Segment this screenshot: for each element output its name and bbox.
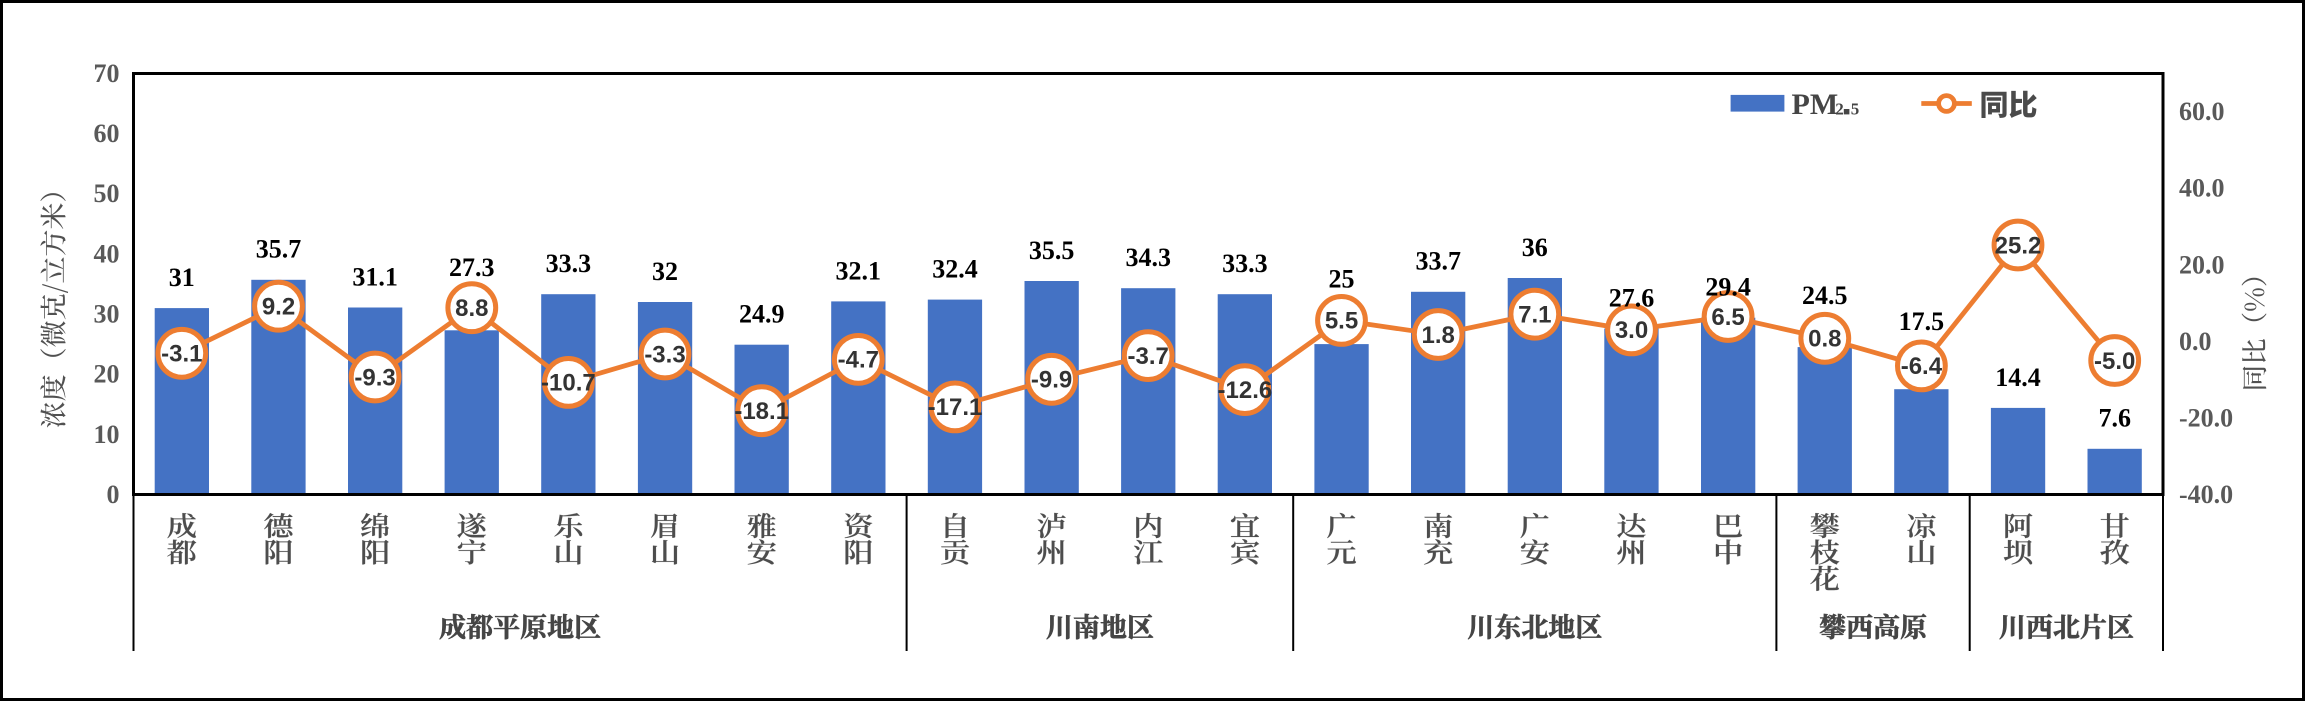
svg-text:27.6: 27.6 bbox=[1609, 283, 1655, 312]
svg-text:31: 31 bbox=[169, 263, 195, 292]
svg-text:14.4: 14.4 bbox=[1995, 363, 2041, 392]
svg-text:-12.6: -12.6 bbox=[1218, 377, 1273, 404]
svg-text:8.8: 8.8 bbox=[455, 295, 488, 322]
svg-text:60: 60 bbox=[94, 119, 120, 148]
svg-text:24.9: 24.9 bbox=[739, 300, 785, 329]
svg-text:-18.1: -18.1 bbox=[734, 398, 789, 425]
svg-text:40.0: 40.0 bbox=[2179, 174, 2225, 203]
svg-text:0: 0 bbox=[107, 480, 120, 509]
svg-text:7.1: 7.1 bbox=[1518, 302, 1551, 329]
svg-text:-3.7: -3.7 bbox=[1128, 343, 1169, 370]
svg-text:32.1: 32.1 bbox=[836, 256, 882, 285]
svg-text:-9.9: -9.9 bbox=[1031, 367, 1072, 394]
svg-text:0.0: 0.0 bbox=[2179, 327, 2212, 356]
svg-text:32: 32 bbox=[652, 257, 678, 286]
svg-text:0.8: 0.8 bbox=[1808, 326, 1841, 353]
svg-text:27.3: 27.3 bbox=[449, 253, 495, 282]
svg-text:-9.3: -9.3 bbox=[354, 364, 395, 391]
svg-text:25.2: 25.2 bbox=[1995, 232, 2042, 259]
svg-text:-5.0: -5.0 bbox=[2094, 348, 2135, 375]
svg-text:-17.1: -17.1 bbox=[928, 394, 983, 421]
svg-text:-6.4: -6.4 bbox=[1901, 353, 1943, 380]
svg-text:20: 20 bbox=[94, 360, 120, 389]
svg-text:32.4: 32.4 bbox=[932, 255, 978, 284]
svg-text:70: 70 bbox=[94, 59, 120, 88]
svg-text:29.4: 29.4 bbox=[1705, 273, 1751, 302]
svg-text:-40.0: -40.0 bbox=[2179, 480, 2233, 509]
svg-text:-3.3: -3.3 bbox=[644, 341, 685, 368]
svg-text:33.3: 33.3 bbox=[546, 249, 592, 278]
svg-text:3.0: 3.0 bbox=[1615, 317, 1648, 344]
svg-text:36: 36 bbox=[1522, 233, 1548, 262]
svg-text:34.3: 34.3 bbox=[1125, 243, 1171, 272]
svg-text:35.5: 35.5 bbox=[1029, 236, 1075, 265]
svg-text:5.5: 5.5 bbox=[1325, 308, 1358, 335]
svg-text:33.7: 33.7 bbox=[1415, 247, 1461, 276]
svg-text:24.5: 24.5 bbox=[1802, 281, 1848, 310]
svg-text:10: 10 bbox=[94, 420, 120, 449]
svg-text:-4.7: -4.7 bbox=[838, 347, 879, 374]
svg-text:-3.1: -3.1 bbox=[161, 341, 202, 368]
svg-text:1.8: 1.8 bbox=[1422, 322, 1455, 349]
svg-text:7.6: 7.6 bbox=[2098, 404, 2131, 433]
svg-text:-20.0: -20.0 bbox=[2179, 403, 2233, 432]
svg-text:25: 25 bbox=[1329, 264, 1355, 293]
svg-text:60.0: 60.0 bbox=[2179, 97, 2225, 126]
svg-text:5: 5 bbox=[1851, 100, 1860, 119]
svg-text:33.3: 33.3 bbox=[1222, 249, 1268, 278]
svg-text:9.2: 9.2 bbox=[262, 294, 295, 321]
svg-text:17.5: 17.5 bbox=[1899, 307, 1945, 336]
svg-text:30: 30 bbox=[94, 300, 120, 329]
svg-text:50: 50 bbox=[94, 179, 120, 208]
svg-text:6.5: 6.5 bbox=[1711, 304, 1744, 331]
svg-text:35.7: 35.7 bbox=[256, 235, 302, 264]
svg-text:31.1: 31.1 bbox=[352, 262, 398, 291]
svg-text:20.0: 20.0 bbox=[2179, 250, 2225, 279]
svg-text:2: 2 bbox=[1835, 100, 1844, 119]
svg-text:PM: PM bbox=[1792, 88, 1839, 121]
svg-text:40: 40 bbox=[94, 239, 120, 268]
svg-text:-10.7: -10.7 bbox=[541, 370, 596, 397]
